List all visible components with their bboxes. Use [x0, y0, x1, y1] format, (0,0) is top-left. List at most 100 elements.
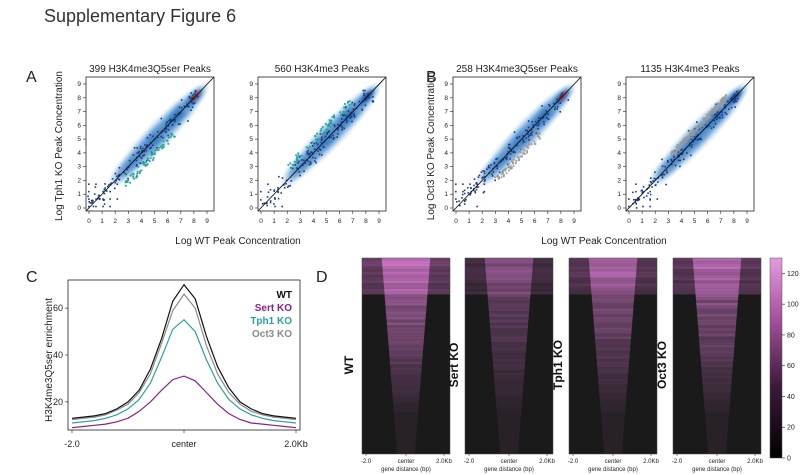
x-tick-label: 2.0Kb: [539, 459, 555, 465]
heatmap-row-center: [595, 347, 631, 351]
heatmap-row-center: [594, 333, 632, 337]
heatmap-row-center: [706, 434, 728, 438]
scatter-point: [167, 128, 170, 131]
highlight-point: [124, 184, 127, 187]
x-tick-label: 7: [719, 218, 723, 225]
scatter-point: [713, 113, 716, 116]
x-tick-label: 5: [153, 218, 157, 225]
scatter-point: [690, 154, 692, 157]
heatmap-row-center: [495, 392, 523, 396]
x-tick-label: -2.0: [361, 459, 372, 465]
heatmap-row-center: [705, 417, 729, 421]
highlight-point: [153, 153, 156, 156]
scatter-point: [353, 114, 356, 117]
scatter-point: [186, 103, 188, 105]
scatter-point: [730, 106, 733, 109]
scatter-point: [458, 204, 461, 207]
scatter-point: [501, 171, 504, 173]
heatmap-row-center: [598, 381, 628, 384]
heatmap-row-center: [384, 291, 428, 295]
scatter-point: [527, 120, 530, 122]
heatmap-row-center: [700, 353, 734, 356]
highlight-point: [518, 159, 521, 162]
heatmap-row-center: [389, 361, 423, 365]
scatter-point: [298, 156, 301, 158]
heatmap-row-center: [591, 286, 635, 289]
scatter-point: [475, 182, 478, 185]
legend-sert-ko: Sert KO: [255, 303, 292, 314]
heatmap-row-center: [707, 440, 727, 443]
scatter-point: [506, 156, 508, 158]
highlight-point: [698, 125, 701, 128]
x-tick-label: 3: [494, 218, 498, 225]
scatter-point: [183, 105, 186, 108]
heatmap-row-center: [389, 353, 423, 356]
heatmap-row-center: [491, 339, 527, 342]
scatter-point: [267, 183, 269, 185]
heatmap-row-center: [384, 294, 428, 298]
heatmap-row-center: [693, 260, 741, 264]
scatter-point: [88, 205, 90, 208]
scatter-point: [367, 93, 369, 95]
scatter-point: [103, 203, 106, 205]
highlight-point: [516, 155, 519, 158]
highlight-point: [148, 160, 151, 163]
scatter-point: [531, 121, 533, 123]
scatter-point: [267, 191, 270, 193]
scatter-point: [102, 205, 104, 208]
heatmap-row-center: [695, 288, 739, 292]
y-tick-label: 1: [617, 191, 621, 198]
highlight-point: [296, 156, 298, 159]
y-tick-label: 1: [444, 191, 448, 198]
scatter-point: [649, 198, 651, 200]
x-tick-label: -2.0: [464, 459, 475, 465]
highlight-point: [504, 167, 507, 170]
scatter-point: [710, 127, 713, 129]
scatter-point: [362, 89, 365, 92]
scatter-point: [309, 156, 311, 158]
scatter-point: [156, 136, 159, 139]
x-tick-label: 2: [480, 218, 484, 225]
highlight-point: [305, 146, 308, 149]
heatmap-row-center: [488, 305, 530, 309]
plot-frame: [452, 76, 582, 212]
highlight-point: [151, 153, 154, 156]
scatter-point: [496, 165, 499, 168]
scatter-point: [287, 185, 290, 187]
highlight-point: [530, 143, 533, 145]
scatter-point: [145, 149, 147, 152]
scatter-point: [333, 125, 336, 128]
heatmap-row-center: [603, 442, 623, 446]
scatter-point: [476, 183, 478, 185]
heatmap-row-center: [700, 356, 734, 359]
scatter-point: [560, 95, 563, 97]
heatmap-row-center: [700, 350, 734, 354]
scatter-point: [136, 152, 139, 154]
colorbar-tick-label: 0: [787, 456, 791, 463]
colorbar-tick-label: 40: [787, 394, 795, 401]
highlight-point: [675, 145, 678, 148]
heatmap-row-center: [385, 302, 427, 306]
highlight-point: [510, 166, 513, 169]
scatter-point: [680, 153, 683, 156]
heatmap-row-center: [496, 406, 522, 410]
heatmap-row-center: [692, 258, 742, 261]
highlight-point: [152, 159, 154, 161]
scatter-point: [469, 193, 471, 196]
scatter-point: [483, 180, 486, 183]
heatmap-row-center: [382, 260, 430, 264]
heatmap-row-center: [702, 381, 732, 384]
heatmap-row-center: [698, 333, 736, 337]
scatter-point: [689, 135, 692, 137]
highlight-point: [703, 118, 706, 121]
scatter-point: [645, 195, 648, 197]
heatmap-row-center: [488, 311, 530, 314]
scatter-point: [483, 170, 486, 173]
highlight-point: [497, 175, 500, 178]
heatmap-row-center: [498, 437, 520, 440]
scatter-point: [126, 168, 129, 171]
highlight-point: [512, 158, 515, 161]
scatter-point: [347, 110, 350, 113]
scatter-point: [455, 198, 457, 200]
x-tick-label: 2.0Kb: [284, 439, 308, 449]
